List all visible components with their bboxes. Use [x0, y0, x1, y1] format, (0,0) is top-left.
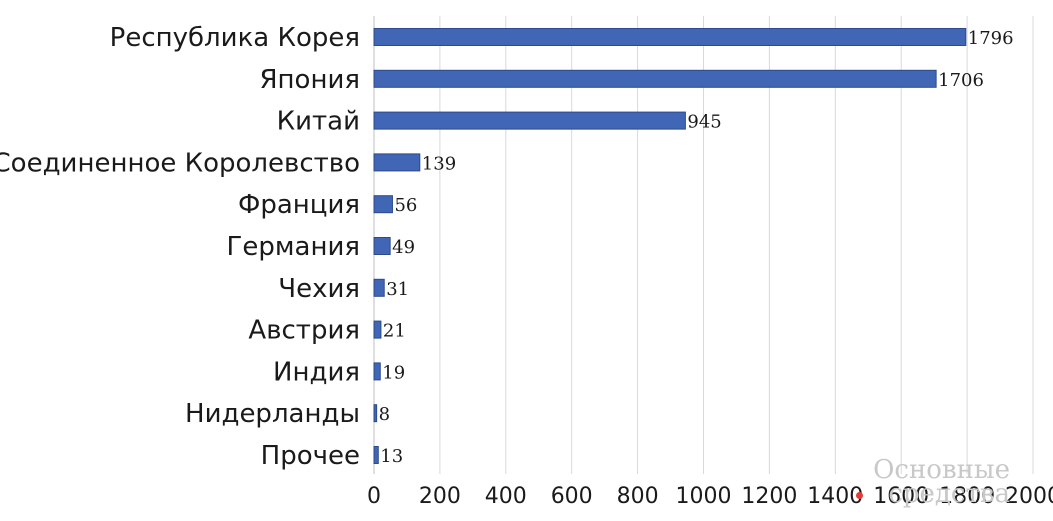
category-label-9: Нидерланды — [185, 399, 360, 429]
x-tick-1800: 1800 — [939, 484, 995, 509]
bar-6 — [373, 278, 385, 297]
category-label-0: Республика Корея — [110, 23, 360, 53]
bar-8 — [373, 362, 381, 381]
category-label-3: Соединенное Королевство — [0, 148, 360, 178]
x-tick-400: 400 — [485, 484, 527, 509]
data-label-0: 1796 — [968, 28, 1014, 49]
data-label-5: 49 — [392, 237, 415, 258]
bar-2 — [373, 111, 686, 130]
bar-10 — [373, 446, 379, 464]
x-tick-2000: 2000 — [1005, 484, 1053, 509]
category-label-10: Прочее — [261, 441, 360, 471]
bar-7 — [373, 320, 382, 339]
data-label-10: 13 — [380, 446, 403, 467]
bars — [373, 28, 967, 464]
category-label-8: Индия — [273, 357, 360, 387]
bar-5 — [373, 237, 391, 255]
x-tick-800: 800 — [617, 484, 659, 509]
x-tick-1600: 1600 — [873, 484, 929, 509]
category-label-4: Франция — [238, 190, 360, 220]
bar-3 — [373, 153, 421, 172]
bar-1 — [373, 69, 937, 88]
x-tick-1000: 1000 — [676, 484, 732, 509]
data-label-1: 1706 — [938, 70, 984, 91]
data-label-3: 139 — [422, 153, 456, 174]
category-label-1: Япония — [259, 65, 360, 95]
category-label-2: Китай — [277, 107, 360, 137]
x-tick-200: 200 — [419, 484, 461, 509]
grid-lines — [373, 16, 1034, 474]
watermark: Основные средства — [842, 455, 1010, 509]
watermark-line-2: средства — [888, 479, 1010, 509]
category-label-5: Германия — [227, 232, 360, 262]
bar-9 — [373, 404, 378, 423]
bar-0 — [373, 28, 967, 46]
category-labels: Республика Корея Япония Китай Соединенное К… — [0, 23, 360, 471]
data-label-4: 56 — [394, 195, 417, 216]
x-tick-1400: 1400 — [807, 484, 863, 509]
bar-4 — [373, 195, 393, 214]
data-label-6: 31 — [386, 279, 409, 300]
category-label-7: Австрия — [248, 316, 360, 346]
x-tick-600: 600 — [551, 484, 593, 509]
category-label-6: Чехия — [278, 274, 360, 304]
data-label-9: 8 — [379, 404, 390, 425]
data-label-7: 21 — [383, 321, 406, 342]
watermark-dot-icon — [856, 492, 863, 499]
x-tick-0: 0 — [367, 484, 381, 509]
x-tick-labels: 0 200 400 600 800 1000 1200 1400 1600 1800 2000 — [367, 484, 1053, 509]
x-tick-1200: 1200 — [741, 484, 797, 509]
data-label-2: 945 — [687, 112, 721, 133]
data-label-8: 19 — [382, 362, 405, 383]
watermark-line-1: Основные — [873, 455, 1010, 485]
